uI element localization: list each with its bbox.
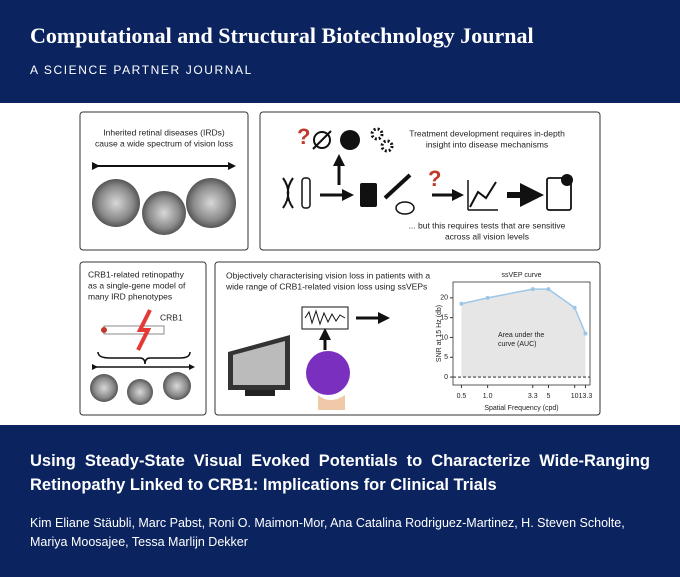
x-tick-label: 13.3	[579, 393, 593, 400]
journal-title: Computational and Structural Biotechnolo…	[30, 23, 534, 48]
panel-text: wide range of CRB1-related vision loss u…	[225, 281, 427, 291]
x-tick-label: 0.5	[457, 393, 467, 400]
annotation: Area under the	[498, 332, 544, 339]
footer-band	[0, 425, 680, 577]
panel-text: Objectively characterising vision loss i…	[226, 270, 430, 280]
y-tick-label: 10	[440, 334, 448, 341]
data-point	[546, 287, 551, 292]
article-title: Using Steady-State Visual Evoked Potenti…	[30, 452, 650, 494]
data-point	[459, 301, 464, 306]
y-tick-label: 0	[444, 374, 448, 381]
data-point	[572, 305, 577, 310]
panel-text: many IRD phenotypes	[88, 291, 172, 301]
panel3-art	[90, 309, 195, 405]
panel2-art: ? ?	[282, 124, 573, 215]
svg-text:?: ?	[297, 124, 310, 149]
x-tick-label: 3.3	[528, 393, 538, 400]
panel-text: across all vision levels	[445, 231, 529, 241]
panel-text: CRB1-related retinopathy	[88, 269, 185, 279]
auc-area	[461, 289, 586, 378]
x-tick-label: 5	[547, 393, 551, 400]
panel-text: Treatment development requires in-depth	[409, 128, 565, 138]
panel-frames	[79, 111, 601, 416]
y-axis-label: SNR at 15 Hz (db)	[436, 305, 443, 362]
panel4-art	[228, 306, 390, 410]
panel-text: ... but this requires tests that are sen…	[409, 220, 566, 230]
panel-text: as a single-gene model of	[88, 280, 186, 290]
data-point	[583, 331, 588, 336]
annotation: curve (AUC)	[498, 341, 537, 348]
plot-frame	[452, 281, 591, 386]
panel-text: Inherited retinal diseases (IRDs)	[103, 127, 225, 137]
x-axis-label: Spatial Frequency (cpd)	[484, 405, 558, 412]
panel-text: insight into disease mechanisms	[426, 139, 548, 149]
data-point	[530, 287, 535, 292]
y-tick-label: 20	[440, 295, 448, 302]
panel1-art	[92, 162, 236, 235]
ssvep-line	[461, 288, 587, 334]
svg-text:?: ?	[428, 166, 441, 191]
gene-label: CRB1	[160, 312, 183, 322]
data-point	[485, 295, 490, 300]
y-tick-label: 15	[440, 314, 448, 321]
y-tick-label: 5	[444, 354, 448, 361]
x-tick-label: 10	[571, 393, 579, 400]
panel-text: cause a wide spectrum of vision loss	[95, 138, 233, 148]
x-tick-label: 1.0	[483, 393, 493, 400]
chart-title: ssVEP curve	[502, 272, 542, 279]
header-band	[0, 0, 680, 103]
article-authors: Kim Eliane Stäubli, Marc Pabst, Roni O. …	[30, 516, 625, 549]
journal-subtitle: A SCIENCE PARTNER JOURNAL	[30, 63, 253, 77]
